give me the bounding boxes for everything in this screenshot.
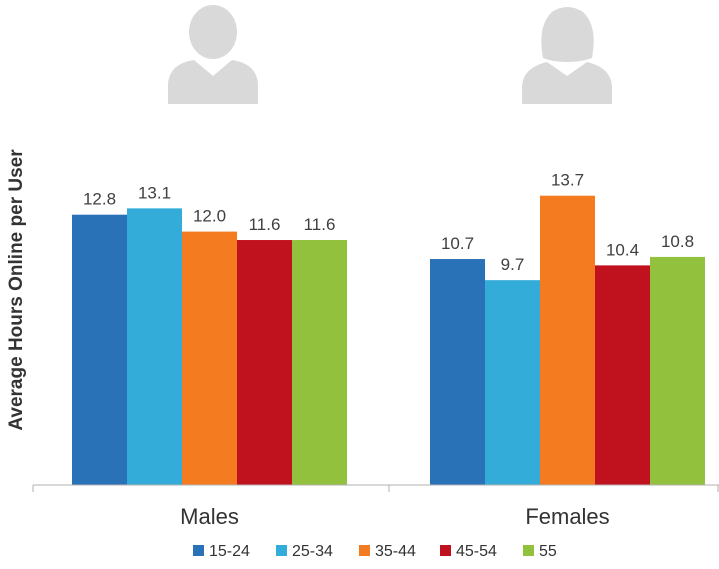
legend-label-35-44: 35-44 [375,543,416,560]
data-label-females-25-34: 9.7 [501,255,525,274]
bar-males-35-44 [182,231,237,485]
data-label-males-25-34: 13.1 [138,183,171,202]
data-label-males-35-44: 12.0 [193,207,226,226]
bar-males-45-54 [237,240,292,485]
data-label-males-45-54: 11.6 [249,215,281,234]
legend-swatch-25-34 [276,545,287,556]
legend-label-25-34: 25-34 [292,543,333,560]
bar-females-55 [650,256,705,485]
legend-label-55: 55 [539,543,557,560]
category-label-males: Males [180,504,239,529]
data-label-females-15-24: 10.7 [441,234,474,253]
bar-females-25-34 [485,280,540,485]
legend-label-15-24: 15-24 [209,543,250,560]
legend-swatch-55 [523,545,534,556]
bar-males-15-24 [72,214,127,485]
legend-label-45-54: 45-54 [456,543,497,560]
bar-females-15-24 [430,259,485,485]
bar-males-25-34 [127,208,182,485]
legend-swatch-15-24 [193,545,204,556]
data-label-females-55: 10.8 [661,232,694,251]
legend-swatch-35-44 [359,545,370,556]
legend-swatch-45-54 [440,545,451,556]
category-label-females: Females [525,504,609,529]
male-user-icon [168,5,258,104]
female-user-icon [522,7,612,104]
data-label-females-45-54: 10.4 [606,240,639,259]
bar-males-55 [292,240,347,485]
data-label-males-15-24: 12.8 [83,190,116,209]
bar-females-35-44 [540,195,595,485]
data-label-males-55: 11.6 [304,215,336,234]
y-axis-title: Average Hours Online per User [6,149,27,431]
data-label-females-35-44: 13.7 [551,171,584,190]
bar-females-45-54 [595,265,650,485]
